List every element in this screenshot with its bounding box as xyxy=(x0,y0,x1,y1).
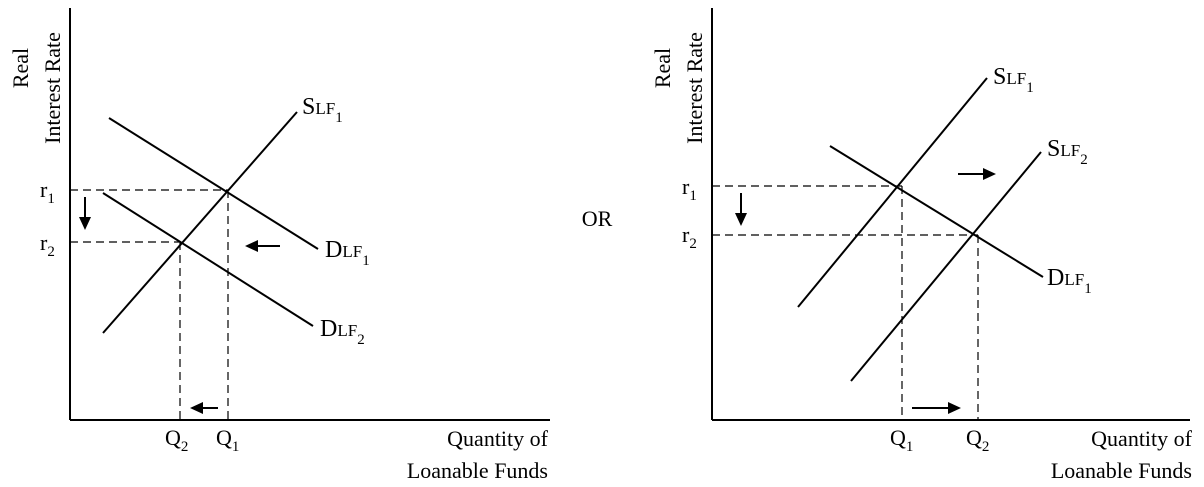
right-x-label-line1: Quantity of xyxy=(1091,426,1192,451)
right-y-label-line2: Interest Rate xyxy=(682,32,707,144)
right-supply-1-label: SLF1 xyxy=(993,64,1034,96)
right-r1-label: r1 xyxy=(682,174,697,204)
left-demand-curve-1 xyxy=(108,117,319,250)
left-r2-label: r2 xyxy=(40,230,55,260)
right-y-axis-label: Real Interest Rate xyxy=(650,32,707,144)
right-demand-curve-1 xyxy=(829,145,1044,278)
left-x-label-line1: Quantity of xyxy=(447,426,548,451)
left-q1-label: Q1 xyxy=(216,425,239,455)
left-x-label-line2: Loanable Funds xyxy=(407,458,548,483)
left-quantity-arrow xyxy=(190,402,218,414)
left-r1-label: r1 xyxy=(40,177,55,207)
right-supply-2-label: SLF2 xyxy=(1047,136,1088,168)
or-separator: OR xyxy=(582,206,613,231)
right-graph: Real Interest Rate Quantity of Loanable … xyxy=(650,8,1193,483)
left-q2-label: Q2 xyxy=(165,425,188,455)
right-supply-curve-1 xyxy=(797,77,988,308)
right-demand-1-label: DLF1 xyxy=(1047,265,1092,297)
left-shift-arrow xyxy=(245,240,280,252)
left-supply-1-label: SLF1 xyxy=(302,94,343,126)
right-r2-label: r2 xyxy=(682,222,697,252)
right-down-arrow xyxy=(735,193,747,226)
left-demand-1-label: DLF1 xyxy=(325,237,370,269)
right-x-label-line2: Loanable Funds xyxy=(1051,458,1192,483)
left-y-axis-label: Real Interest Rate xyxy=(8,32,65,144)
right-supply-curve-2 xyxy=(850,151,1042,382)
left-graph: Real Interest Rate Quantity of Loanable … xyxy=(8,8,550,483)
right-q2-label: Q2 xyxy=(966,425,989,455)
left-demand-2-label: DLF2 xyxy=(320,316,365,348)
right-quantity-arrow xyxy=(912,402,961,414)
left-y-label-line1: Real xyxy=(8,48,33,88)
right-shift-arrow xyxy=(958,168,996,180)
left-demand-curve-2 xyxy=(102,192,314,327)
left-y-label-line2: Interest Rate xyxy=(40,32,65,144)
right-q1-label: Q1 xyxy=(890,425,913,455)
right-y-label-line1: Real xyxy=(650,48,675,88)
left-down-arrow xyxy=(79,197,91,230)
left-supply-curve-1 xyxy=(102,111,298,334)
